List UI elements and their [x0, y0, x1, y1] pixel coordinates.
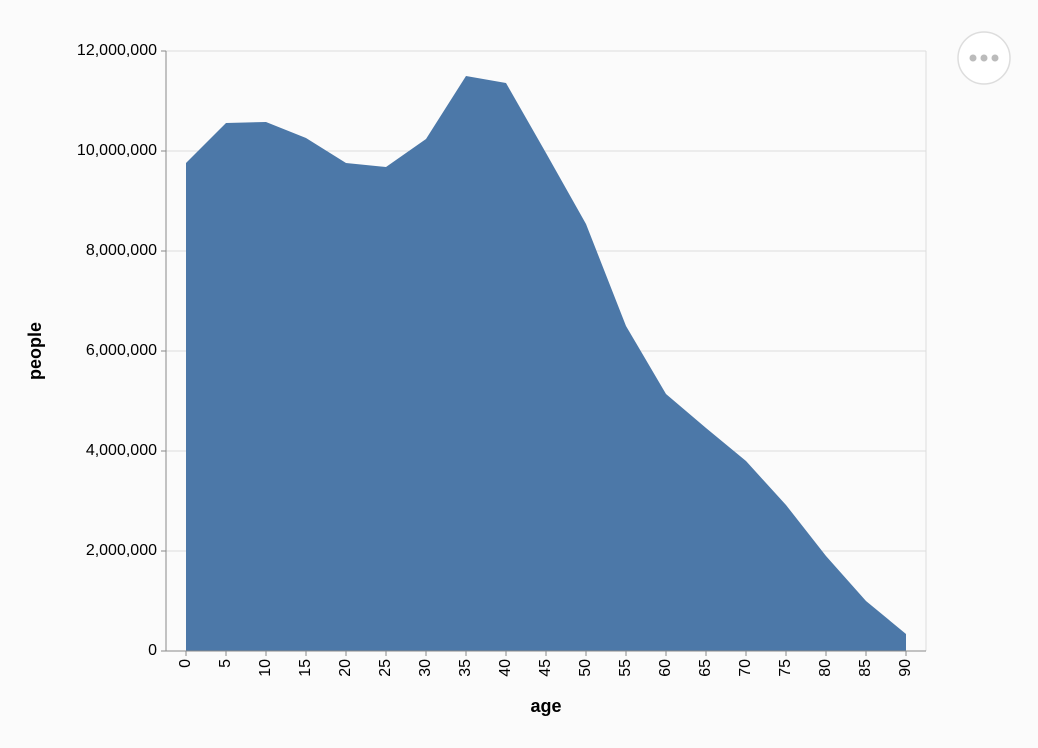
x-tick-label: 80 — [817, 659, 834, 677]
menu-dot — [969, 54, 977, 62]
x-tick-label: 65 — [697, 659, 714, 677]
x-tick-label: 50 — [577, 659, 594, 677]
x-tick-label: 30 — [417, 659, 434, 677]
x-tick-label: 70 — [737, 659, 754, 677]
y-tick-label: 4,000,000 — [86, 442, 157, 459]
x-tick-label: 15 — [297, 659, 314, 677]
x-tick-label: 35 — [457, 659, 474, 677]
x-tick-label: 75 — [777, 659, 794, 677]
x-tick-label: 85 — [857, 659, 874, 677]
x-tick-label: 90 — [897, 659, 914, 677]
x-tick-label: 55 — [617, 659, 634, 677]
y-tick-label: 0 — [148, 642, 157, 659]
menu-button[interactable] — [957, 31, 1011, 85]
y-axis-title: people — [25, 322, 45, 380]
y-tick-label: 6,000,000 — [86, 342, 157, 359]
x-tick-label: 0 — [177, 659, 194, 668]
area — [186, 76, 906, 651]
menu-dot — [991, 54, 999, 62]
x-tick-label: 25 — [377, 659, 394, 677]
x-axis-title: age — [530, 696, 561, 716]
y-tick-label: 12,000,000 — [77, 42, 157, 59]
y-tick-label: 10,000,000 — [77, 142, 157, 159]
y-tick-label: 2,000,000 — [86, 542, 157, 559]
x-tick-label: 20 — [337, 659, 354, 677]
x-tick-label: 40 — [497, 659, 514, 677]
x-tick-label: 10 — [257, 659, 274, 677]
x-tick-label: 60 — [657, 659, 674, 677]
menu-dot — [980, 54, 988, 62]
y-tick-label: 8,000,000 — [86, 242, 157, 259]
x-tick-label: 5 — [217, 659, 234, 668]
x-tick-label: 45 — [537, 659, 554, 677]
